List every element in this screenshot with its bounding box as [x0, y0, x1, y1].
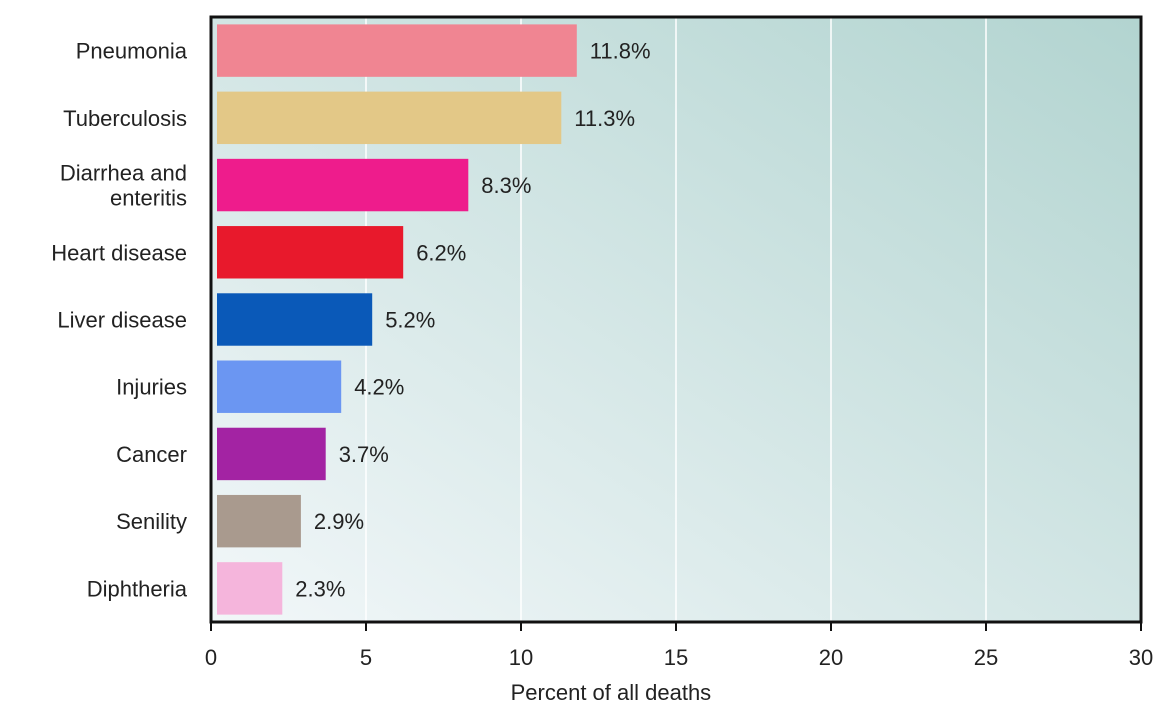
value-label: 8.3% [481, 173, 531, 198]
x-axis-ticks: 0 5 10 15 20 25 30 [205, 622, 1153, 670]
category-label: Cancer [116, 442, 187, 467]
category-label: Heart disease [51, 240, 187, 265]
value-label: 6.2% [416, 240, 466, 265]
bars [217, 24, 577, 615]
x-tick-label: 5 [360, 645, 372, 670]
category-label: Diphtheria [87, 576, 188, 601]
bar-liver-disease [217, 293, 373, 346]
bar-diphtheria [217, 562, 283, 615]
value-label: 4.2% [354, 375, 404, 400]
category-label: Diarrhea and enteritis [60, 161, 187, 211]
x-tick-label: 25 [974, 645, 998, 670]
bar-heart-disease [217, 226, 404, 279]
category-label: Pneumonia [76, 39, 188, 64]
value-label: 2.9% [314, 509, 364, 534]
x-axis-title: Percent of all deaths [511, 680, 712, 705]
category-label: Senility [116, 509, 187, 534]
x-tick-label: 10 [509, 645, 533, 670]
category-label: Injuries [116, 375, 187, 400]
plot-frame [209, 15, 1143, 624]
value-label: 5.2% [385, 308, 435, 333]
x-tick-label: 30 [1129, 645, 1153, 670]
bar-cancer [217, 427, 326, 481]
bar-pneumonia [217, 24, 577, 77]
value-label: 2.3% [295, 576, 345, 601]
bar-injuries [217, 360, 342, 413]
x-tick-label: 15 [664, 645, 688, 670]
value-labels: 11.8% 11.3% 8.3% 6.2% 5.2% 4.2% 3.7% 2.9% 2.3% [295, 39, 650, 602]
x-tick-label: 0 [205, 645, 217, 670]
category-labels: Pneumonia Tuberculosis Diarrhea and enterit… [51, 39, 188, 602]
bar-diarrhea-and-enteritis [217, 158, 469, 212]
value-label: 11.3% [574, 106, 635, 131]
value-label: 11.8% [590, 39, 651, 64]
category-label: Tuberculosis [63, 106, 187, 131]
category-label: Liver disease [57, 308, 187, 333]
bar-senility [217, 494, 301, 548]
bar-tuberculosis [217, 91, 562, 145]
x-tick-label: 20 [819, 645, 843, 670]
value-label: 3.7% [339, 442, 389, 467]
